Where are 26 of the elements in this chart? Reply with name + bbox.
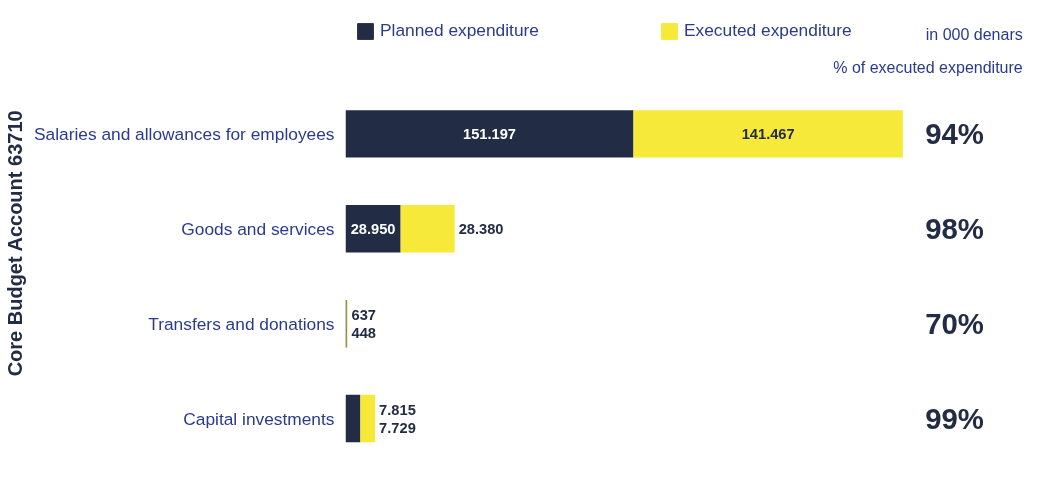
text: 70% (925, 307, 984, 341)
data-label: 448 (351, 324, 377, 341)
text: 99% (925, 402, 984, 436)
data-label: 28.380 (458, 220, 504, 237)
bar (400, 205, 455, 253)
data-label: 637 (351, 306, 377, 323)
text: 94% (925, 117, 984, 151)
y-tick-label: Salaries and allowances for employees (33, 123, 335, 144)
data-label: 141.467 (741, 125, 795, 142)
data-label: 7.729 (379, 419, 416, 436)
y-tick-label: Transfers and donations (148, 313, 335, 334)
y-tick-label: Goods and services (181, 218, 335, 239)
y-axis-title: Core Budget Account 63710 (3, 110, 26, 377)
legend-label: Planned expenditure (380, 20, 539, 41)
data-label: 28.950 (350, 220, 396, 237)
bar (345, 394, 361, 443)
bar (345, 110, 634, 158)
legend-label: Executed expenditure (683, 20, 852, 41)
bar (633, 110, 903, 158)
data-label: 151.197 (462, 125, 516, 142)
data-label: 7.815 (379, 401, 416, 418)
text: in 000 denars (925, 25, 1023, 43)
y-tick-label: Capital investments (183, 408, 335, 429)
text: % of executed expenditure (833, 58, 1023, 76)
bar (360, 394, 376, 443)
text: 98% (925, 212, 984, 246)
